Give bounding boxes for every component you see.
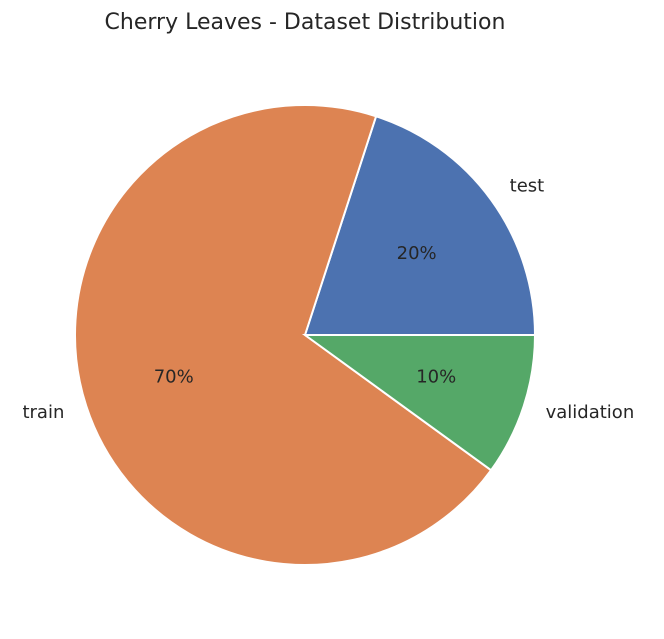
pie-slice-validation xyxy=(301,334,537,472)
slice-percent-validation: 10% xyxy=(416,367,456,388)
slice-label-train: train xyxy=(22,402,64,423)
pie-slice-test xyxy=(303,114,537,336)
chart-title: Cherry Leaves - Dataset Distribution xyxy=(104,10,506,35)
slice-percent-test: 20% xyxy=(397,243,437,264)
slice-label-validation: validation xyxy=(546,402,635,423)
pie-slice-train xyxy=(74,104,493,566)
slice-percent-train: 70% xyxy=(154,367,194,388)
slice-label-test: test xyxy=(510,175,545,196)
